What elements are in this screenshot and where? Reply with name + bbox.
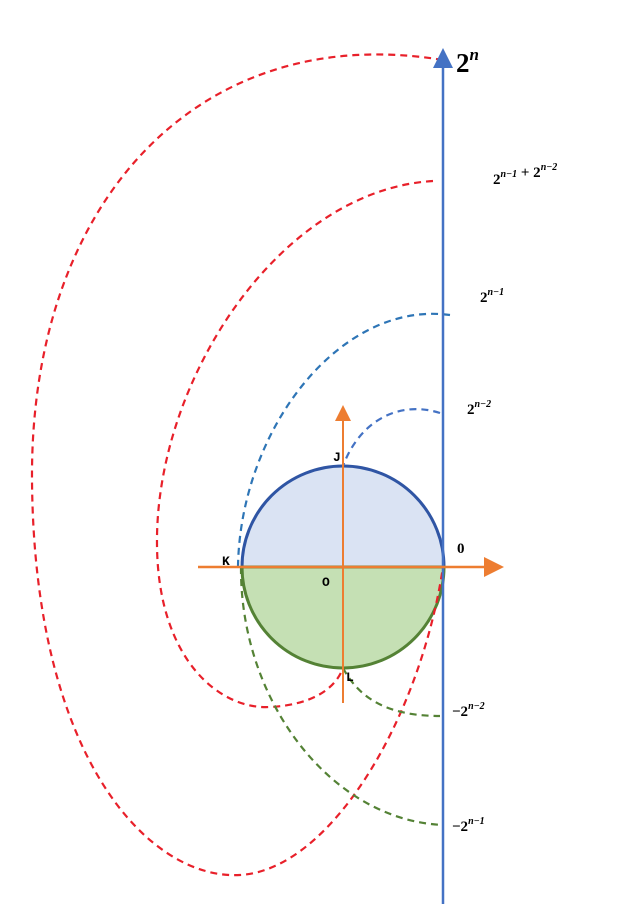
exponent: n−1 bbox=[488, 287, 505, 298]
point-label: O bbox=[322, 575, 330, 590]
base: −2 bbox=[452, 704, 468, 720]
green-curve bbox=[342, 667, 441, 718]
points: J K L O bbox=[222, 450, 354, 685]
green-curve bbox=[239, 566, 444, 827]
exponent: n−2 bbox=[541, 162, 558, 173]
base: 2 bbox=[467, 402, 475, 418]
exponent: n−1 bbox=[501, 169, 518, 180]
point-label: J bbox=[333, 450, 341, 465]
value-label: −2n−2 bbox=[452, 701, 485, 720]
value-label: 0 bbox=[457, 541, 465, 557]
exponent: n−2 bbox=[468, 701, 485, 712]
exponent: n−2 bbox=[475, 399, 492, 410]
red-curve bbox=[30, 53, 445, 877]
base: 0 bbox=[457, 541, 465, 557]
base: + 2 bbox=[517, 165, 541, 181]
point-label: K bbox=[222, 554, 230, 569]
base: 2 bbox=[480, 290, 488, 306]
base: 2 bbox=[456, 48, 470, 78]
value-label: 2n−2 bbox=[467, 399, 491, 418]
blue-curve bbox=[341, 408, 441, 467]
curves bbox=[30, 53, 451, 877]
point-label: L bbox=[346, 670, 354, 685]
exponent: n−1 bbox=[468, 816, 485, 827]
value-label: 2n−1 + 2n−2 bbox=[493, 162, 557, 188]
value-label: 2n−1 bbox=[480, 287, 504, 306]
base: 2 bbox=[493, 172, 501, 188]
value-label: −2n−1 bbox=[452, 816, 485, 835]
base: −2 bbox=[452, 819, 468, 835]
blue-curve bbox=[236, 312, 451, 568]
red-curve bbox=[155, 179, 434, 709]
exponent: n bbox=[470, 45, 479, 64]
value-label: 2n bbox=[456, 45, 479, 78]
